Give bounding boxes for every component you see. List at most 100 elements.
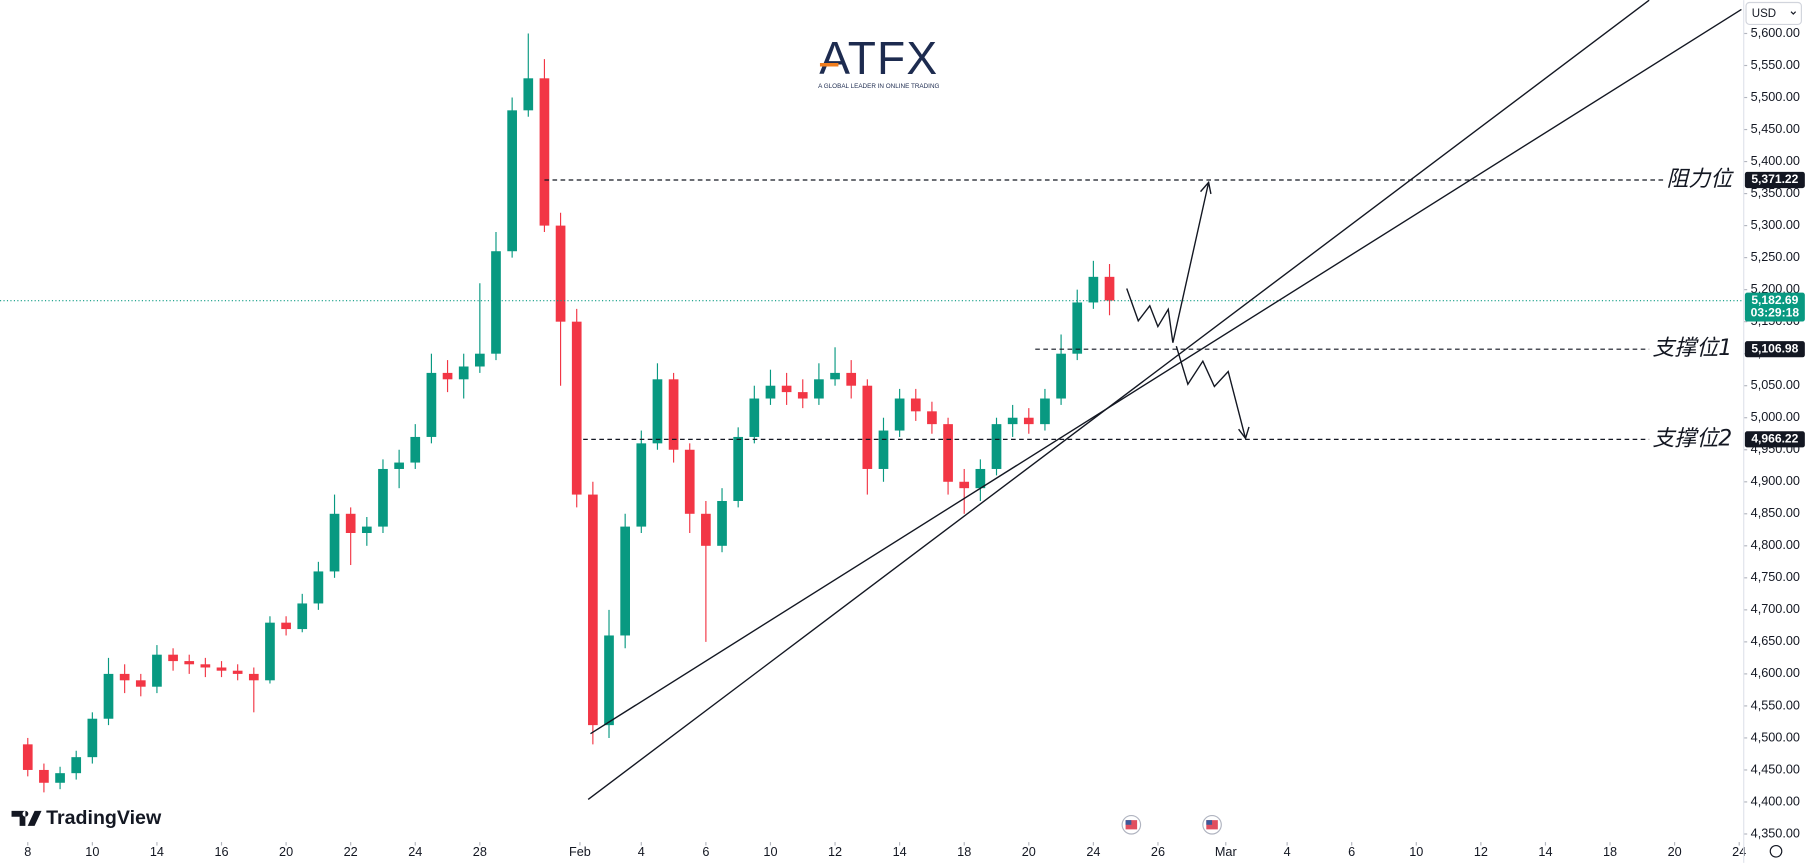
candle-body bbox=[862, 385, 873, 469]
candle-body bbox=[55, 773, 65, 783]
x-tick-label: 20 bbox=[279, 845, 293, 859]
level-name: 支撑位1 bbox=[1653, 336, 1733, 361]
settings-icon[interactable] bbox=[1769, 844, 1783, 858]
platform-name: TradingView bbox=[46, 807, 162, 829]
x-tick-label: 22 bbox=[344, 845, 358, 859]
y-tick-label: 4,650.00 bbox=[1751, 634, 1800, 648]
candle-body bbox=[361, 526, 372, 534]
candle-body bbox=[668, 379, 679, 450]
x-tick-label: 20 bbox=[1022, 845, 1036, 859]
candle-body bbox=[1040, 398, 1050, 425]
forecast-arrow-down bbox=[1175, 345, 1247, 439]
x-tick-label: 14 bbox=[1538, 845, 1552, 859]
x-tick-label: 18 bbox=[1603, 845, 1617, 859]
y-tick-label: 4,550.00 bbox=[1751, 698, 1800, 712]
x-tick-label: Mar bbox=[1215, 845, 1238, 859]
candle-body bbox=[1088, 276, 1099, 303]
candle-body bbox=[39, 769, 49, 783]
candle-body bbox=[733, 436, 744, 501]
x-tick-label: 10 bbox=[763, 845, 777, 859]
candle-body bbox=[410, 436, 421, 463]
tv-icon bbox=[11, 810, 42, 826]
currency-box[interactable] bbox=[1745, 1, 1802, 25]
x-tick-label: 4 bbox=[1284, 845, 1291, 859]
candle-body bbox=[959, 481, 970, 489]
candle-body bbox=[1104, 276, 1115, 301]
candle-body bbox=[604, 635, 614, 726]
candle-body bbox=[152, 654, 162, 687]
candle-body bbox=[119, 673, 130, 681]
candle-body bbox=[717, 500, 727, 546]
candle-body bbox=[943, 424, 953, 482]
event-icons bbox=[1121, 814, 1222, 835]
y-tick-label: 5,350.00 bbox=[1751, 186, 1800, 200]
candle-body bbox=[378, 468, 388, 527]
candle-body bbox=[539, 78, 550, 226]
tradingview-logo: TradingView bbox=[11, 807, 162, 829]
candle-body bbox=[216, 667, 227, 671]
candle-body bbox=[781, 385, 792, 393]
candle-body bbox=[103, 673, 114, 719]
candle-body bbox=[1056, 353, 1066, 399]
gear[interactable] bbox=[1769, 844, 1783, 858]
last-price-tag bbox=[1744, 292, 1805, 322]
candle-body bbox=[652, 379, 663, 444]
candle-body bbox=[507, 110, 517, 252]
flag bbox=[1125, 820, 1132, 825]
candle-body bbox=[975, 468, 986, 489]
x-tick-label: Feb bbox=[569, 845, 591, 859]
candle-body bbox=[814, 379, 824, 399]
candle-body bbox=[636, 443, 647, 527]
currency-select[interactable]: USD bbox=[1745, 1, 1802, 25]
y-tick-label: 5,250.00 bbox=[1751, 250, 1800, 264]
candle-body bbox=[701, 513, 711, 546]
arrow-head bbox=[1200, 180, 1212, 195]
y-tick-label: 5,400.00 bbox=[1751, 154, 1800, 168]
candle-body bbox=[1007, 417, 1018, 425]
x-tick-label: 26 bbox=[1151, 845, 1165, 859]
candle-body bbox=[910, 398, 921, 412]
x-tick-label: 24 bbox=[1086, 845, 1100, 859]
candle-body bbox=[1023, 417, 1034, 425]
trend-line bbox=[590, 8, 1742, 735]
candle-body bbox=[232, 670, 243, 674]
level-tag bbox=[1744, 341, 1805, 358]
brand-name: ATFX bbox=[819, 32, 938, 84]
x-tick-label: 8 bbox=[24, 845, 31, 859]
trend-line bbox=[587, 0, 1650, 800]
candle-body bbox=[168, 654, 178, 662]
level-label: 5,106.98 bbox=[1751, 341, 1798, 355]
candle-body bbox=[846, 372, 857, 386]
x-tick-label: 12 bbox=[828, 845, 842, 859]
candle-body bbox=[426, 372, 437, 437]
candle-body bbox=[248, 673, 259, 681]
candle-body bbox=[200, 664, 211, 668]
y-tick-label: 5,200.00 bbox=[1751, 282, 1800, 296]
y-tick-label: 5,300.00 bbox=[1751, 218, 1800, 232]
y-tick-label: 4,350.00 bbox=[1751, 826, 1800, 840]
x-tick-label: 12 bbox=[1474, 845, 1488, 859]
candle-body bbox=[684, 449, 695, 514]
x-tick-label: 10 bbox=[1409, 845, 1423, 859]
level-tag bbox=[1744, 431, 1805, 448]
candle-body bbox=[184, 661, 195, 665]
logo: ATFX A GLOBAL LEADER IN ONLINE TRADING bbox=[818, 32, 939, 90]
flag bbox=[1206, 820, 1213, 825]
candle-body bbox=[878, 430, 889, 469]
candle-body bbox=[345, 513, 356, 534]
level-name: 支撑位2 bbox=[1653, 426, 1733, 451]
candle-body bbox=[329, 513, 340, 572]
x-tick-label: 10 bbox=[85, 845, 99, 859]
candle-body bbox=[394, 462, 404, 469]
countdown: 03:29:18 bbox=[1751, 306, 1800, 320]
y-tick-label: 4,850.00 bbox=[1751, 506, 1800, 520]
x-tick-label: 14 bbox=[150, 845, 164, 859]
candle-body bbox=[588, 494, 598, 726]
brand-tagline: A GLOBAL LEADER IN ONLINE TRADING bbox=[818, 83, 939, 90]
candle-body bbox=[71, 757, 82, 774]
x-tick-label: 14 bbox=[893, 845, 907, 859]
x-tick-label: 20 bbox=[1668, 845, 1682, 859]
